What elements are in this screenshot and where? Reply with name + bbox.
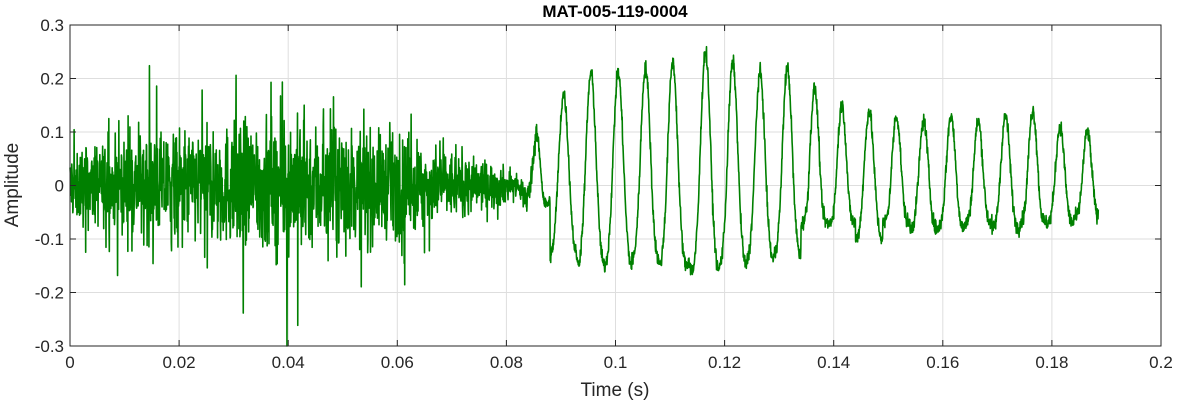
y-tick-label: -0.1 xyxy=(35,230,64,249)
waveform-line xyxy=(69,45,1100,347)
series-layer xyxy=(69,45,1100,347)
x-tick-label: 0.2 xyxy=(1149,353,1173,372)
y-tick-label: 0 xyxy=(55,177,64,196)
x-tick-label: 0.04 xyxy=(272,353,305,372)
x-tick-label: 0.18 xyxy=(1035,353,1068,372)
x-tick-label: 0.12 xyxy=(708,353,741,372)
y-axis: -0.3 -0.2 -0.1 0 0.1 0.2 0.3 xyxy=(35,16,1161,356)
x-tick-label: 0.08 xyxy=(490,353,523,372)
x-tick-label: 0.02 xyxy=(163,353,196,372)
y-tick-label: 0.1 xyxy=(40,123,64,142)
x-axis-label: Time (s) xyxy=(581,380,650,401)
x-tick-label: 0 xyxy=(65,353,74,372)
y-tick-label: -0.3 xyxy=(35,337,64,356)
x-axis: 0 0.02 0.04 0.06 0.08 0.1 0.12 0.14 0.16 0.18 0.2 xyxy=(65,25,1173,372)
y-axis-label: Amplitude xyxy=(2,143,23,228)
x-tick-label: 0.14 xyxy=(817,353,850,372)
x-tick-label: 0.06 xyxy=(381,353,414,372)
y-tick-label: -0.2 xyxy=(35,284,64,303)
y-tick-label: 0.3 xyxy=(40,16,64,35)
x-tick-label: 0.1 xyxy=(604,353,628,372)
x-tick-label: 0.16 xyxy=(926,353,959,372)
chart-title: MAT-005-119-0004 xyxy=(542,2,688,21)
y-tick-label: 0.2 xyxy=(40,70,64,89)
